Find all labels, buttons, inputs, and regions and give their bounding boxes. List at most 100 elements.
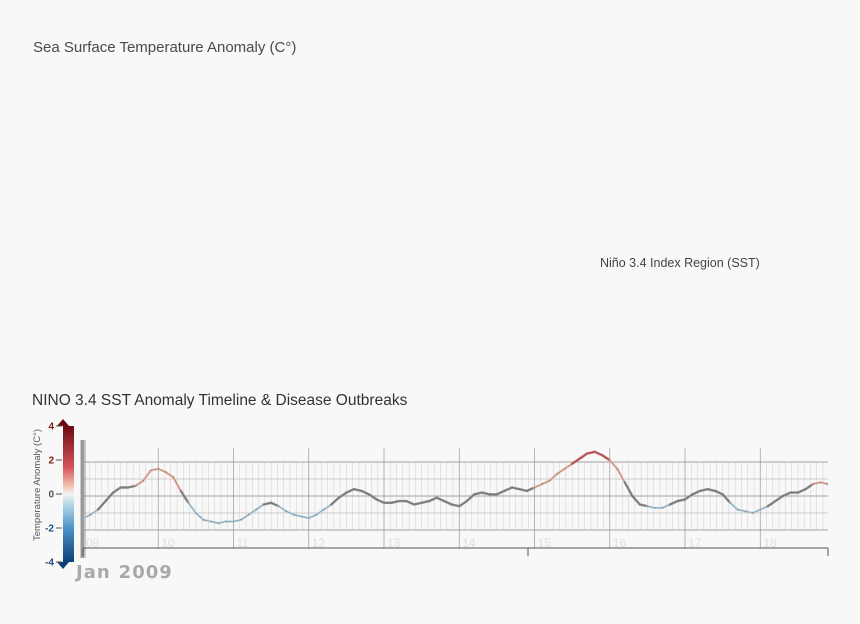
x-tick-label: 18 <box>763 536 777 550</box>
data-point <box>420 501 423 504</box>
nino34-region-label: Niño 3.4 Index Region (SST) <box>600 256 760 270</box>
data-point <box>172 476 175 479</box>
series-centerline <box>504 487 513 492</box>
series-centerline <box>541 480 550 485</box>
y-tick-label: 2 <box>48 456 54 467</box>
series-centerline <box>564 463 573 470</box>
sst-anomaly-timeline-chart: Temperature Anomaly (C°) 4 2 0 -2 -4 09 10 11 1… <box>32 419 829 569</box>
data-point <box>89 513 92 516</box>
data-point <box>789 491 792 494</box>
data-point <box>398 500 400 502</box>
series-centerline <box>203 519 211 522</box>
time-axis <box>82 547 829 556</box>
data-point <box>179 490 182 492</box>
data-point <box>578 457 581 460</box>
y-tick-label: 4 <box>48 422 54 433</box>
series-centerline <box>331 497 340 505</box>
timeline-slider-handle[interactable] <box>81 440 84 558</box>
series-centerline <box>376 499 385 504</box>
data-point <box>593 450 596 453</box>
series-centerline <box>346 488 355 493</box>
series-centerline <box>737 509 746 512</box>
data-point <box>119 486 122 489</box>
series-centerline <box>301 516 309 519</box>
series-centerline <box>188 502 197 514</box>
data-point <box>563 467 566 470</box>
x-tick-label: 14 <box>462 536 476 550</box>
y-tick-label: -4 <box>45 558 54 569</box>
data-point <box>383 501 385 504</box>
series-centerline <box>677 499 686 502</box>
data-point <box>194 512 197 514</box>
data-point <box>751 512 754 514</box>
series-centerline <box>210 521 219 524</box>
series-centerline <box>429 497 437 502</box>
data-point <box>428 500 431 502</box>
series-centerline <box>639 504 648 507</box>
series-centerline <box>459 500 467 507</box>
data-point <box>684 498 686 501</box>
series-centerline <box>714 490 723 495</box>
data-point <box>337 496 340 499</box>
data-point <box>586 452 589 455</box>
series-centerline <box>587 451 595 454</box>
series-centerline <box>338 492 347 498</box>
series-centerline <box>97 500 106 510</box>
series-centerline <box>353 488 362 492</box>
series-centerline <box>105 492 114 502</box>
color-scale-bottom-arrow <box>57 562 69 569</box>
data-point <box>262 503 265 506</box>
y-tick-label: -2 <box>45 524 54 535</box>
data-point <box>774 500 777 502</box>
data-point <box>571 462 574 465</box>
data-point <box>661 507 664 509</box>
timeline-title: NINO 3.4 SST Anomaly Timeline & Disease … <box>32 392 408 409</box>
series-centerline <box>293 514 302 517</box>
data-point <box>488 493 491 496</box>
series-centerline <box>481 492 490 495</box>
data-point <box>608 459 611 462</box>
data-point <box>465 500 468 502</box>
data-point <box>360 490 363 492</box>
series-centerline <box>594 451 603 456</box>
series-centerline <box>112 487 121 493</box>
series-centerline <box>286 511 294 515</box>
data-point <box>112 491 115 494</box>
series-centerline <box>571 458 580 464</box>
series-centerline <box>632 495 641 505</box>
series-centerline <box>391 500 400 504</box>
series-centerline <box>323 504 332 510</box>
x-tick-label: 16 <box>613 536 627 550</box>
series-centerline <box>240 514 249 521</box>
data-point <box>548 479 551 482</box>
data-point <box>541 483 543 485</box>
data-point <box>104 500 107 502</box>
series-centerline <box>135 480 144 487</box>
y-axis-ticks: 4 2 0 -2 -4 <box>45 422 62 569</box>
series-centerline <box>820 482 828 485</box>
data-point <box>210 520 212 523</box>
series-centerline <box>361 490 370 495</box>
data-point <box>623 481 626 484</box>
data-point <box>503 490 506 492</box>
series-centerline <box>812 482 821 485</box>
series-centerline <box>308 514 317 519</box>
data-point <box>706 488 709 491</box>
data-point <box>134 484 137 487</box>
data-point <box>511 486 513 489</box>
data-point <box>368 493 370 496</box>
series-centerline <box>158 468 166 473</box>
data-point <box>270 501 273 504</box>
series-centerline <box>248 509 257 515</box>
data-point <box>699 490 701 492</box>
series-centerline <box>451 504 460 507</box>
series-centerline <box>602 454 610 461</box>
data-point <box>601 454 604 457</box>
series-centerline <box>624 482 633 497</box>
data-point <box>390 501 393 504</box>
data-point <box>353 488 355 491</box>
series-centerline <box>797 488 806 493</box>
series-centerline <box>255 504 264 510</box>
data-point <box>495 493 498 496</box>
current-year: 2009 <box>118 562 173 583</box>
